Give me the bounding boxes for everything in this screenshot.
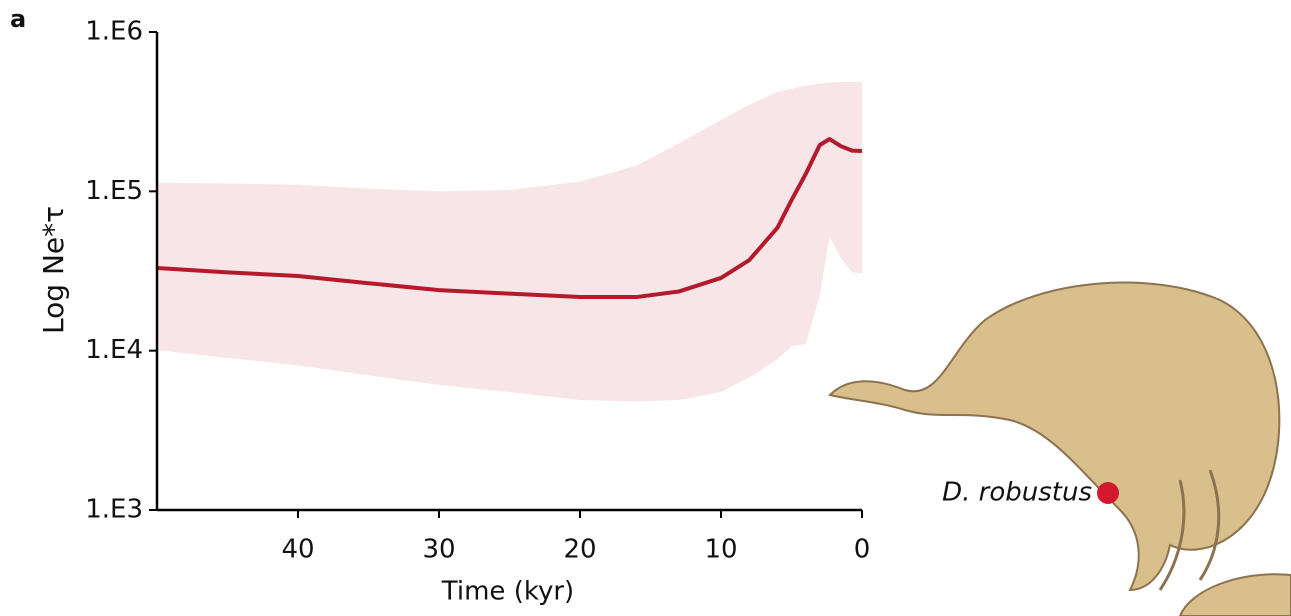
y-tick-label: 1.E6 [85, 17, 143, 47]
legend-marker [1097, 482, 1119, 504]
y-tick-label: 1.E4 [85, 335, 143, 365]
x-tick-label: 10 [704, 535, 737, 565]
y-tick-label: 1.E3 [85, 495, 143, 525]
x-tick-label: 0 [854, 535, 871, 565]
y-axis-label: Log Ne*τ [37, 206, 70, 334]
chart: a Log Ne*τ Time (kyr) D. robustus 1.E3 1.… [0, 0, 1291, 616]
moa-body [830, 283, 1279, 590]
moa-second [1180, 574, 1291, 616]
x-tick-label: 40 [281, 535, 314, 565]
x-tick-label: 20 [563, 535, 596, 565]
legend-label: D. robustus [942, 478, 1092, 508]
x-axis-label: Time (kyr) [441, 577, 574, 607]
confidence-band [157, 82, 862, 402]
y-tick-label: 1.E5 [85, 176, 143, 206]
x-tick-label: 30 [422, 535, 455, 565]
panel-label: a [10, 5, 26, 33]
moa-illustration [830, 283, 1291, 616]
